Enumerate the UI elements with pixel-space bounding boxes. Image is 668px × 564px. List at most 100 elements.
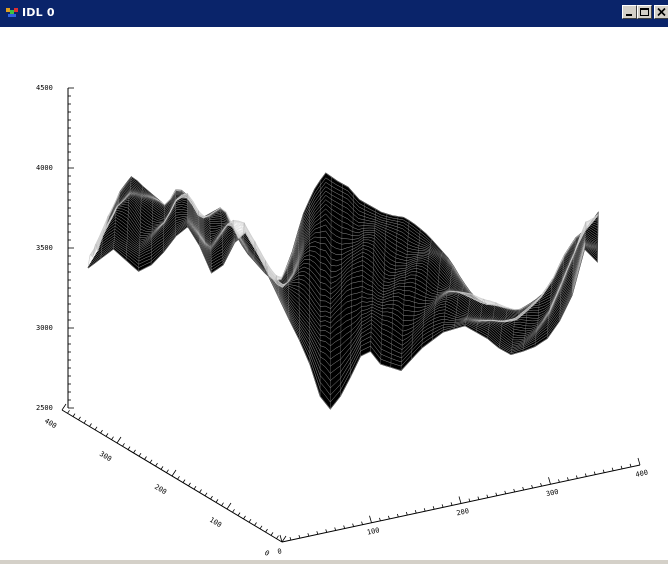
x-minor-tick [469, 499, 470, 502]
z-tick-label: 3500 [36, 244, 53, 252]
maximize-icon [638, 6, 651, 18]
x-tick-label: 0 [277, 547, 283, 556]
y-minor-tick [194, 486, 196, 489]
y-major-tick [172, 470, 176, 476]
x-minor-tick [558, 479, 559, 482]
x-minor-tick [388, 516, 389, 519]
y-major-tick [62, 404, 66, 410]
y-minor-tick [244, 516, 246, 519]
x-minor-tick [487, 495, 488, 498]
surface-mesh [88, 173, 598, 409]
x-minor-tick [532, 485, 533, 488]
y-minor-tick [150, 460, 152, 463]
y-minor-tick [260, 526, 262, 529]
y-tick-label: 300 [98, 450, 113, 463]
y-minor-tick [205, 493, 207, 496]
y-minor-tick [139, 453, 141, 456]
y-minor-tick [161, 466, 163, 469]
x-minor-tick [308, 533, 309, 536]
y-minor-tick [211, 496, 213, 499]
y-major-tick [117, 437, 121, 443]
x-minor-tick [424, 508, 425, 511]
y-minor-tick [134, 450, 136, 453]
y-minor-tick [178, 476, 180, 479]
y-minor-tick [249, 519, 251, 522]
y-minor-tick [222, 503, 224, 506]
y-minor-tick [68, 410, 70, 413]
x-minor-tick [630, 464, 631, 467]
y-minor-tick [123, 443, 125, 446]
x-minor-tick [335, 527, 336, 530]
y-minor-tick [167, 470, 169, 473]
x-minor-tick [585, 474, 586, 477]
y-minor-tick [238, 513, 240, 516]
y-minor-tick [156, 463, 158, 466]
x-tick-label: 200 [456, 507, 470, 517]
y-minor-tick [90, 424, 92, 427]
x-minor-tick [612, 468, 613, 471]
y-tick-label: 400 [43, 417, 58, 430]
x-minor-tick [362, 522, 363, 525]
y-minor-tick [112, 437, 114, 440]
x-major-tick [638, 458, 640, 465]
y-minor-tick [216, 499, 218, 502]
x-minor-tick [397, 514, 398, 517]
y-minor-tick [266, 529, 268, 532]
z-tick-label: 4500 [36, 84, 53, 92]
minimize-icon [623, 6, 636, 18]
x-tick-label: 100 [366, 526, 380, 536]
y-minor-tick [271, 532, 273, 535]
x-minor-tick [406, 512, 407, 515]
x-minor-tick [541, 483, 542, 486]
surface-plot: 2500300035004000450001002003004000100200… [0, 27, 668, 560]
x-minor-tick [478, 497, 479, 500]
y-minor-tick [200, 490, 202, 493]
y-minor-tick [106, 433, 108, 436]
close-icon [655, 6, 668, 18]
z-tick-label: 2500 [36, 404, 53, 412]
x-minor-tick [353, 524, 354, 527]
x-minor-tick [594, 472, 595, 475]
x-minor-tick [451, 502, 452, 505]
idl-app-icon [6, 8, 18, 18]
x-tick-label: 300 [545, 488, 559, 498]
y-minor-tick [73, 414, 75, 417]
y-minor-tick [101, 430, 103, 433]
x-minor-tick [603, 470, 604, 473]
y-minor-tick [183, 480, 185, 483]
y-minor-tick [84, 420, 86, 423]
x-minor-tick [299, 535, 300, 538]
x-minor-tick [433, 506, 434, 509]
y-major-tick [227, 503, 231, 509]
minimize-button[interactable] [622, 5, 637, 19]
z-tick-label: 4000 [36, 164, 53, 172]
y-minor-tick [255, 523, 257, 526]
x-minor-tick [344, 526, 345, 529]
x-minor-tick [505, 491, 506, 494]
x-minor-tick [379, 518, 380, 521]
y-minor-tick [233, 509, 235, 512]
x-minor-tick [567, 477, 568, 480]
y-tick-label: 100 [208, 516, 223, 529]
y-minor-tick [128, 447, 130, 450]
x-major-tick [549, 477, 551, 484]
y-tick-label: 200 [153, 483, 168, 496]
x-minor-tick [576, 475, 577, 478]
x-minor-tick [514, 489, 515, 492]
x-minor-tick [442, 504, 443, 507]
x-tick-label: 400 [635, 468, 649, 478]
x-major-tick [459, 497, 461, 504]
x-minor-tick [317, 531, 318, 534]
maximize-button[interactable] [637, 5, 652, 19]
close-button[interactable] [654, 5, 668, 19]
window-title: IDL 0 [22, 6, 55, 19]
x-minor-tick [523, 487, 524, 490]
y-minor-tick [189, 483, 191, 486]
title-bar[interactable]: IDL 0 [0, 0, 668, 27]
x-minor-tick [621, 466, 622, 469]
x-minor-tick [290, 537, 291, 540]
x-major-tick [370, 516, 372, 523]
y-tick-label: 0 [263, 549, 271, 558]
